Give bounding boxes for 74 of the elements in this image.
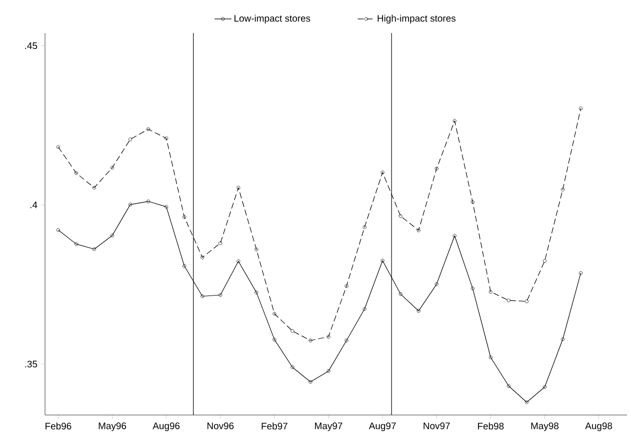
x-tick-label: Aug97 [368,422,396,432]
x-tick-label: Feb96 [46,422,72,430]
y-tick-label: .35 [25,360,38,368]
point [146,127,150,131]
x-tick-label: Feb98 [478,422,504,430]
point [92,186,96,190]
point [398,292,402,296]
point [128,202,132,206]
point [470,286,474,290]
x-tick-label: Nov97 [424,422,450,430]
point [200,256,204,260]
point [542,385,547,389]
point [560,337,565,342]
point [110,166,114,170]
point [200,294,204,298]
point [182,264,186,268]
x-tick-label: May97 [315,422,342,432]
point [578,106,583,110]
point [218,241,222,245]
point [380,258,384,262]
y-tick-label: .4 [30,202,38,208]
point [398,214,402,218]
point [182,215,186,219]
point [110,234,114,238]
point [56,145,60,149]
point [254,248,258,252]
point [218,293,222,297]
point [164,205,168,209]
point [146,200,150,204]
point [236,259,240,264]
point [326,334,330,338]
x-tick-label: Nov96 [207,422,234,430]
point [236,186,240,190]
point [506,384,510,388]
point [362,307,366,311]
point [74,242,78,246]
point [290,365,294,370]
point [290,329,294,333]
point [452,119,456,123]
point [434,166,438,170]
point [416,309,420,313]
point [416,228,420,232]
legend-label: High-impact stores [378,14,456,24]
point [308,338,312,342]
point [326,369,330,373]
point [128,138,132,142]
point [344,338,348,342]
x-tick-label: Aug98 [585,422,612,432]
legend-label: Low-impact stores [234,14,310,24]
point [452,234,456,238]
point [488,356,492,360]
point [506,298,510,302]
point [380,170,384,174]
point [92,247,96,251]
x-tick-label: Aug96 [152,422,180,432]
x-tick-label: May96 [98,422,126,432]
x-tick-label: Feb97 [262,422,288,430]
point [344,284,348,288]
point [164,136,168,140]
point [362,225,366,229]
point [488,290,492,294]
point [560,188,565,192]
point [272,312,276,316]
point [470,200,474,204]
point [524,300,528,304]
point [542,259,547,263]
point [254,290,258,294]
point [434,282,438,286]
y-tick-label: .45 [25,42,38,50]
point [272,338,276,342]
point [308,380,312,384]
x-tick-label: May98 [531,422,559,432]
point [524,400,528,404]
point [74,171,78,175]
